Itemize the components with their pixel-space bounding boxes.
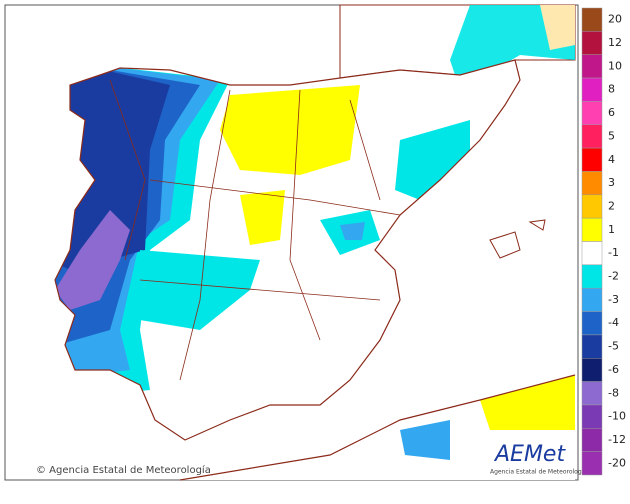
legend-swatch bbox=[581, 77, 603, 102]
legend-swatch bbox=[581, 54, 603, 79]
anomaly-cyan bbox=[140, 250, 260, 330]
legend-swatch bbox=[581, 31, 603, 55]
islands bbox=[489, 219, 546, 259]
legend-swatch bbox=[581, 7, 603, 32]
legend-label: -4 bbox=[608, 316, 619, 329]
legend-label: 10 bbox=[608, 59, 622, 72]
legend-label: -12 bbox=[608, 433, 626, 446]
logo-name: AEMet bbox=[493, 442, 566, 467]
anomaly-purple bbox=[55, 210, 130, 310]
anomaly-france bbox=[540, 5, 575, 50]
legend-swatch bbox=[581, 147, 603, 172]
legend-swatch bbox=[581, 451, 603, 476]
legend-label: 1 bbox=[608, 223, 615, 236]
legend-label: -8 bbox=[608, 386, 619, 399]
legend-label: -10 bbox=[608, 410, 626, 423]
legend-swatch bbox=[581, 287, 603, 312]
legend-swatch bbox=[581, 171, 603, 196]
legend-label: 5 bbox=[608, 129, 615, 142]
legend-label: 8 bbox=[608, 83, 615, 96]
legend-label: -5 bbox=[608, 340, 619, 353]
legend-swatch bbox=[581, 428, 603, 452]
legend-label: -3 bbox=[608, 293, 619, 306]
anomaly-yellow bbox=[480, 375, 575, 430]
legend: 20 12 10 8 6 5 4 3 2 1 -1 -2 -3 -4 -5 -6 -8 -10 -12 -20 bbox=[581, 7, 626, 476]
legend-swatch bbox=[581, 264, 603, 289]
coastline-africa bbox=[179, 374, 576, 481]
legend-swatch bbox=[581, 381, 603, 406]
legend-label: 20 bbox=[608, 13, 622, 26]
coastline bbox=[54, 59, 521, 441]
anomaly-yellow bbox=[240, 190, 285, 245]
legend-label: 3 bbox=[608, 176, 615, 189]
logo-subtitle: Agencia Estatal de Meteorología bbox=[490, 469, 587, 476]
legend-swatch bbox=[581, 334, 603, 359]
legend-swatch bbox=[581, 404, 603, 429]
legend-label: -6 bbox=[608, 363, 619, 376]
legend-label: 6 bbox=[608, 106, 615, 119]
legend-label: 2 bbox=[608, 199, 615, 212]
anomaly-yellow bbox=[220, 85, 360, 175]
anomaly-lightblue bbox=[340, 222, 365, 240]
legend-swatch bbox=[581, 124, 603, 149]
legend-label: -20 bbox=[608, 456, 626, 469]
copyright: © Agencia Estatal de Meteorología bbox=[36, 464, 211, 476]
legend-label: -2 bbox=[608, 270, 619, 283]
anomaly-lightblue bbox=[400, 420, 450, 460]
legend-swatch bbox=[581, 358, 603, 382]
legend-swatch bbox=[581, 241, 603, 266]
legend-label: 12 bbox=[608, 36, 622, 49]
legend-swatch bbox=[581, 217, 603, 242]
legend-swatch bbox=[581, 194, 603, 219]
legend-swatch bbox=[581, 101, 603, 126]
provinces bbox=[109, 79, 401, 381]
legend-swatch bbox=[581, 311, 603, 336]
legend-label: 4 bbox=[608, 153, 615, 166]
legend-label: -1 bbox=[608, 246, 619, 259]
anomaly-darkblue bbox=[55, 60, 170, 280]
